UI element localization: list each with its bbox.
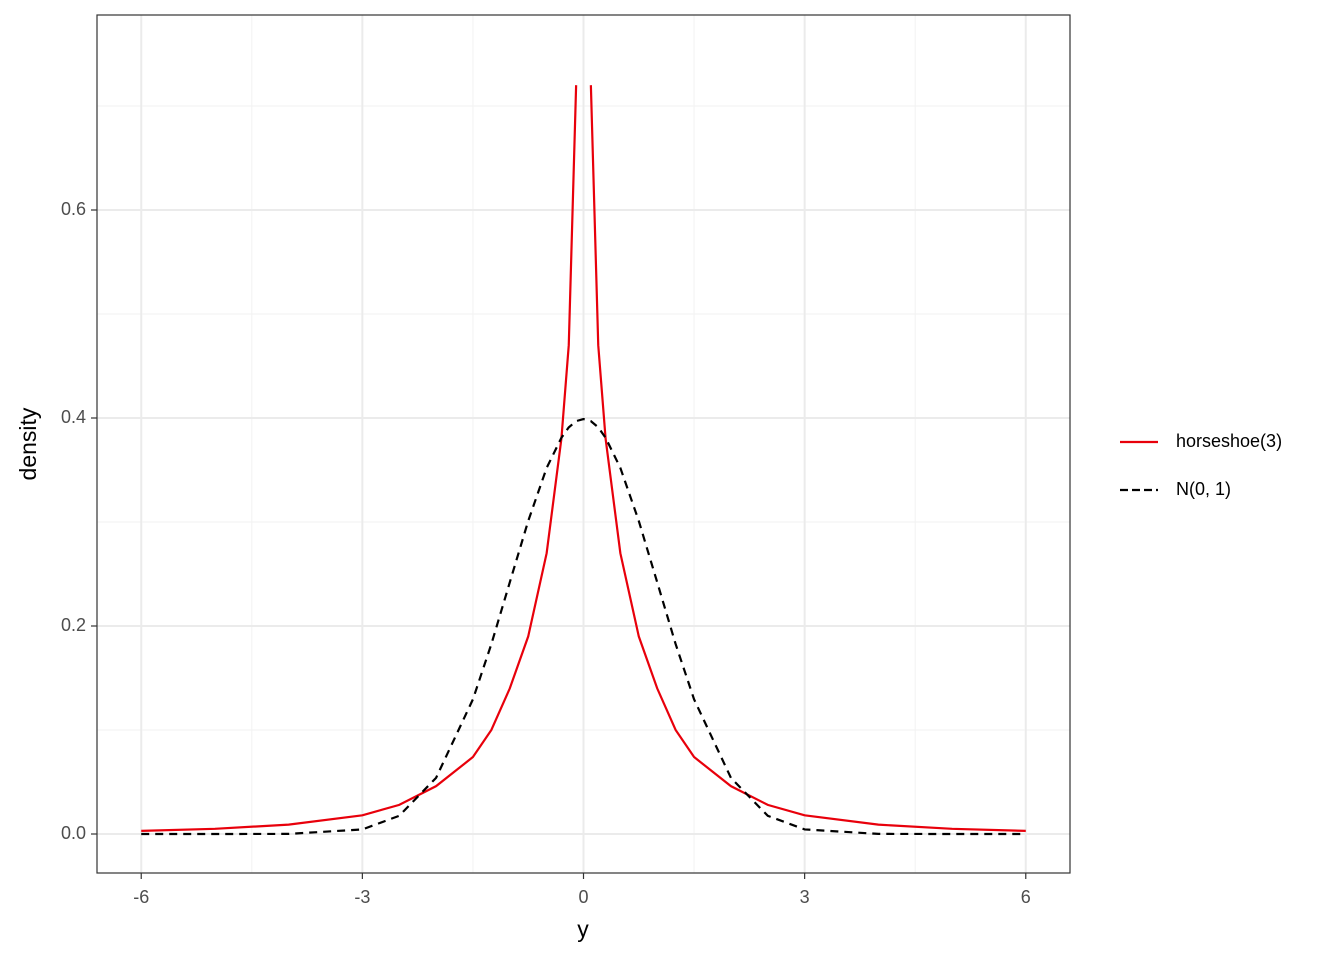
y-axis-title: density	[15, 407, 41, 480]
y-tick-label: 0.0	[61, 823, 86, 843]
x-tick-label: 0	[578, 887, 588, 907]
y-tick-label: 0.6	[61, 199, 86, 219]
legend: horseshoe(3) N(0, 1)	[1120, 431, 1282, 499]
x-tick-label: 3	[800, 887, 810, 907]
y-tick-label: 0.4	[61, 407, 86, 427]
legend-label: N(0, 1)	[1176, 479, 1231, 499]
legend-label: horseshoe(3)	[1176, 431, 1282, 451]
series-line	[141, 417, 1026, 836]
series-line	[589, 85, 1026, 832]
x-tick-label: 6	[1021, 887, 1031, 907]
lines	[141, 85, 1026, 836]
series-line	[141, 85, 578, 832]
x-axis-title: y	[577, 916, 589, 942]
x-tick-label: -3	[354, 887, 370, 907]
x-tick-label: -6	[133, 887, 149, 907]
y-tick-label: 0.2	[61, 615, 86, 635]
